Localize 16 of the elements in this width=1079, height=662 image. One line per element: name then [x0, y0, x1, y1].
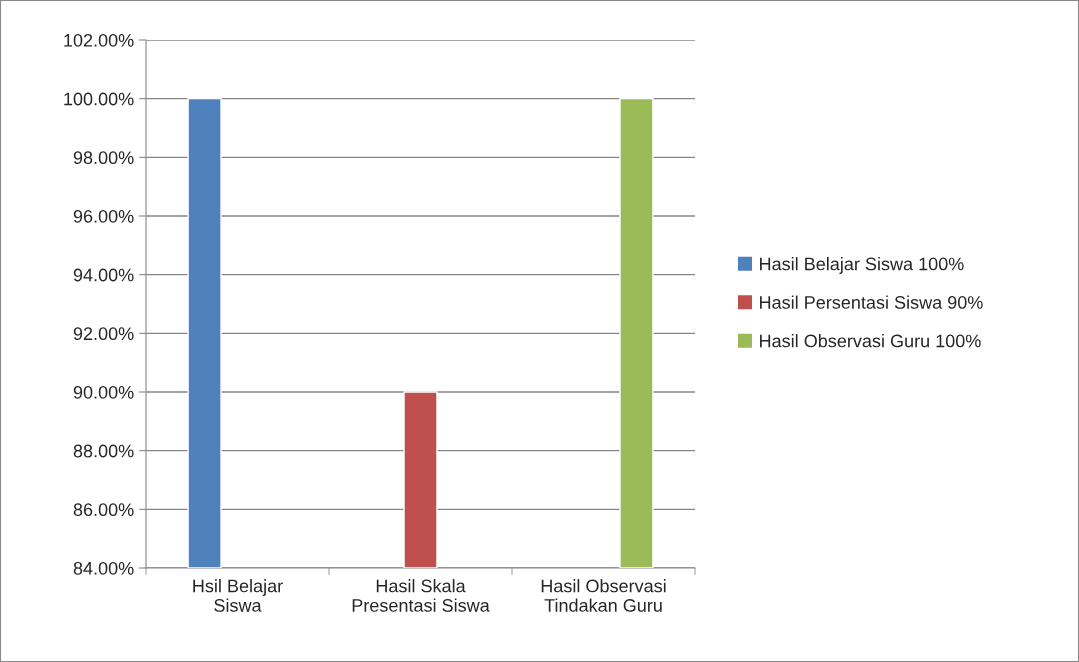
y-tick-label: 84.00%	[73, 561, 134, 575]
legend-label: Hasil Observasi Guru 100%	[760, 334, 981, 348]
y-tick-label: 96.00%	[73, 209, 134, 223]
x-tick-label: Hsil Belajar Siswa	[193, 579, 283, 612]
y-tick-label: 92.00%	[73, 327, 134, 341]
y-tick-label: 98.00%	[73, 151, 134, 165]
y-tick-label: 100.00%	[64, 92, 134, 106]
legend-label: Hasil Persentasi Siswa 90%	[760, 295, 983, 309]
y-tick-label: 94.00%	[73, 268, 134, 282]
x-tick-label: Hasil Skala Presentasi Siswa	[352, 579, 490, 612]
y-tick-label: 90.00%	[73, 385, 134, 399]
y-tick-label: 102.00%	[64, 33, 134, 47]
y-tick-label: 88.00%	[73, 444, 134, 458]
x-tick-label: Hasil Observasi Tindakan Guru	[541, 579, 666, 612]
y-tick-label: 86.00%	[73, 503, 134, 517]
legend-label: Hasil Belajar Siswa 100%	[760, 257, 964, 274]
